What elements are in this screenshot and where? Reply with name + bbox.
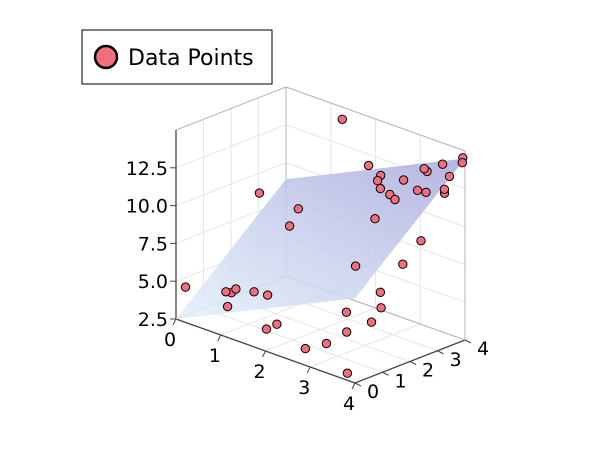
z-tick-label: 5.0 [138, 271, 168, 293]
data-point [437, 159, 448, 169]
x-tick-label: 2 [253, 361, 265, 383]
data-point [342, 368, 353, 378]
back-wall-gridline [175, 162, 287, 207]
data-point [321, 338, 332, 349]
legend: Data Points [81, 29, 273, 85]
data-point [372, 175, 383, 186]
y-tick-mark [437, 350, 444, 355]
y-tick-label: 3 [450, 349, 462, 371]
data-point [457, 158, 467, 168]
z-tick-label: 2.5 [138, 309, 168, 331]
data-point [262, 290, 273, 300]
data-point [439, 184, 450, 195]
x-tick-label: 0 [164, 329, 176, 351]
z-tick-label: 12.5 [126, 158, 168, 180]
floor-gridline [203, 307, 383, 373]
points-layer [180, 114, 468, 378]
data-point [254, 188, 265, 198]
data-point [350, 261, 361, 271]
data-point [390, 194, 400, 205]
x-tick-mark [351, 382, 356, 390]
data-point [249, 287, 259, 297]
y-tick-label: 2 [422, 360, 434, 382]
x-tick-mark [306, 366, 311, 374]
data-point [366, 317, 377, 327]
data-point [412, 185, 423, 196]
x-tick-mark [172, 318, 177, 326]
x-tick-label: 4 [343, 393, 355, 415]
x-tick-mark [262, 350, 266, 358]
data-point [398, 175, 409, 185]
data-point [421, 187, 431, 198]
data-point [337, 114, 347, 125]
data-point [300, 343, 311, 354]
data-point [375, 287, 386, 297]
box-edge [285, 86, 466, 152]
x-tick-mark [217, 334, 222, 342]
y-tick-mark [382, 371, 389, 376]
y-tick-mark [409, 361, 417, 365]
data-point [221, 287, 231, 297]
y-tick-label: 4 [477, 338, 489, 360]
back-wall-gridline [175, 124, 287, 169]
data-point [444, 171, 455, 182]
data-point [398, 259, 408, 269]
y-tick-label: 0 [367, 381, 379, 403]
legend-entry-label: Data Points [128, 46, 254, 71]
data-point [231, 284, 241, 294]
legend-marker [93, 44, 119, 70]
data-point [293, 204, 303, 214]
data-point [261, 324, 272, 334]
data-point [284, 221, 295, 231]
data-point [180, 282, 191, 292]
data-point [272, 319, 282, 329]
x-tick-label: 1 [209, 345, 221, 367]
data-point [341, 307, 352, 317]
data-point [376, 303, 386, 313]
y-tick-mark [354, 382, 362, 387]
y-tick-label: 1 [395, 370, 407, 392]
box-edge [175, 86, 287, 131]
data-point [363, 160, 374, 171]
z-tick-label: 10.0 [126, 196, 168, 218]
x-tick-label: 3 [298, 377, 310, 399]
data-point [419, 164, 429, 174]
data-point [342, 327, 352, 337]
z-tick-label: 7.5 [138, 233, 168, 255]
data-point [416, 236, 426, 246]
data-point [222, 301, 233, 312]
y-tick-mark [464, 339, 472, 344]
data-point [370, 214, 380, 224]
data-point [375, 183, 386, 194]
